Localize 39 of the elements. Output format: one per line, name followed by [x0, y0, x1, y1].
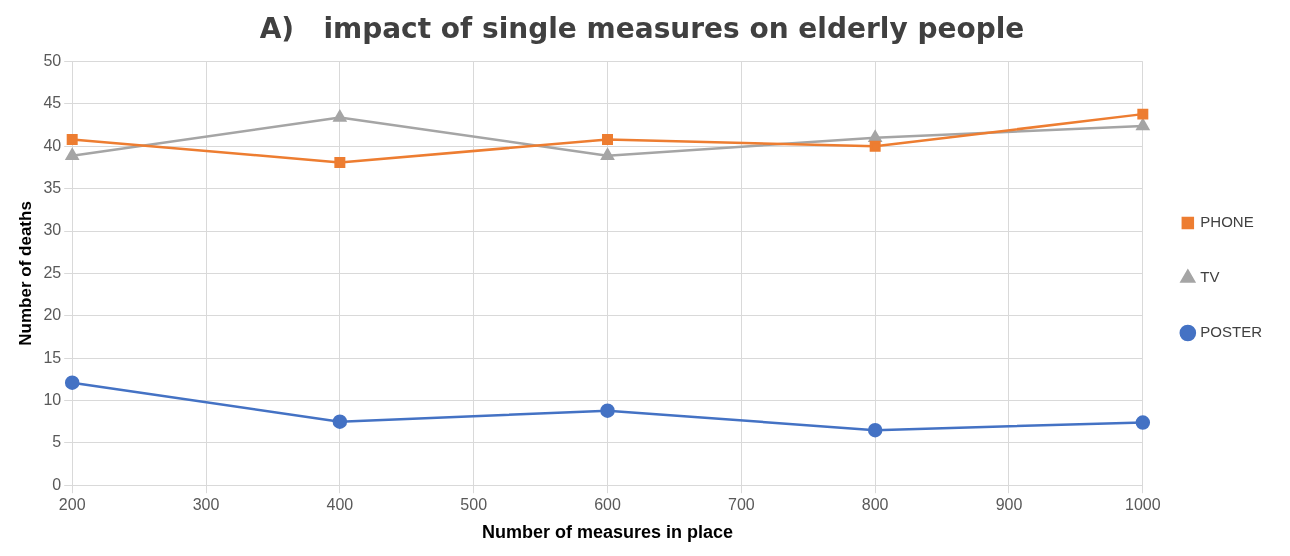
x-tick-label: 200 — [58, 496, 86, 514]
point — [333, 110, 347, 122]
x-tick-label: 600 — [594, 496, 621, 514]
y-tick-label: 45 — [43, 94, 62, 112]
legend-label: TV — [1200, 268, 1220, 286]
y-tick-label: 15 — [43, 348, 62, 366]
x-axis-title: Number of measures in place — [481, 522, 734, 543]
y-tick-label: 50 — [43, 52, 62, 70]
y-tick-label: 40 — [43, 136, 62, 154]
point — [1137, 108, 1149, 120]
y-tick-label: 10 — [43, 390, 62, 408]
y-tick-label: 35 — [43, 179, 62, 197]
legend-label: PHONE — [1200, 213, 1254, 231]
x-tick-label: 1000 — [1125, 496, 1161, 514]
point — [332, 414, 348, 429]
x-tick-label: 900 — [995, 496, 1023, 514]
point — [1135, 415, 1151, 430]
x-tick-label: 500 — [460, 496, 488, 514]
point — [600, 403, 615, 418]
y-axis-title: Number of deaths — [15, 201, 35, 346]
point — [601, 148, 614, 160]
y-tick-label: 0 — [52, 475, 62, 493]
point — [602, 134, 613, 146]
x-tick-label: 400 — [326, 496, 354, 514]
point — [868, 130, 882, 143]
point — [334, 156, 346, 168]
x-tick-label: 700 — [727, 496, 755, 514]
y-tick-label: 25 — [43, 263, 62, 281]
point — [64, 375, 80, 390]
legend-label: POSTER — [1200, 323, 1263, 341]
x-tick-label: 300 — [192, 496, 220, 514]
y-tick-label: 5 — [52, 433, 62, 451]
point — [1136, 118, 1150, 131]
x-tick-label: 800 — [861, 496, 889, 514]
point — [869, 140, 881, 152]
y-tick-label: 20 — [43, 306, 62, 324]
y-tick-label: 30 — [43, 221, 62, 239]
chart-title: A) impact of single measures on elderly people — [259, 12, 1025, 46]
point — [867, 422, 883, 438]
